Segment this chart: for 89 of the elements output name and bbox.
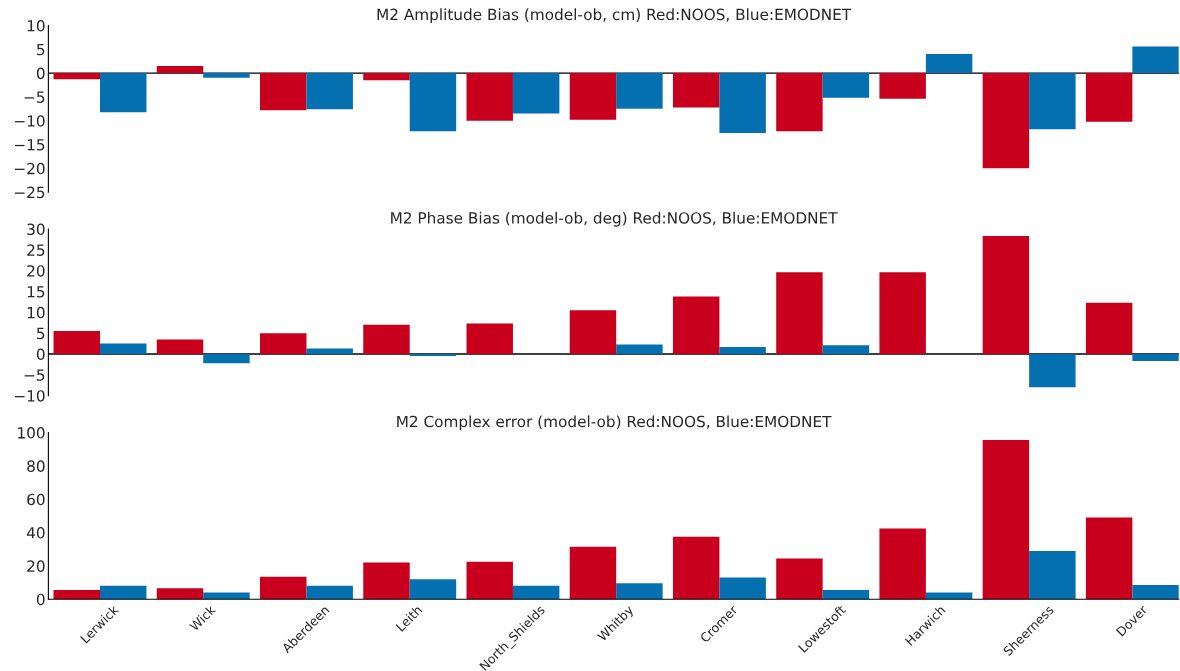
bar	[1132, 46, 1179, 74]
bar	[100, 585, 147, 600]
bar	[616, 344, 663, 355]
bar	[260, 73, 307, 111]
bar	[822, 345, 870, 355]
y-tick-label: 25	[27, 244, 45, 256]
bar	[409, 579, 457, 600]
y-tick-label: 60	[27, 493, 45, 506]
y-tick-label: −5	[24, 91, 45, 103]
y-tick-label: 10	[27, 306, 45, 319]
bar	[616, 583, 663, 600]
y-tick-label: 0	[36, 593, 45, 606]
y-tick-label: 0	[36, 348, 45, 361]
bar	[719, 577, 766, 600]
bar	[719, 73, 766, 134]
y-tick-label: 20	[27, 265, 45, 277]
bar	[776, 558, 823, 600]
bar	[822, 590, 870, 600]
y-tick-label: 10	[27, 19, 45, 32]
bar	[156, 588, 204, 600]
bar	[156, 65, 204, 74]
bar	[672, 296, 720, 355]
bar	[822, 73, 870, 98]
bar	[879, 272, 926, 355]
bar	[672, 73, 720, 108]
bar	[363, 324, 410, 355]
y-tick-label: −5	[24, 369, 45, 381]
bar	[203, 354, 250, 364]
bar	[100, 343, 147, 355]
bar	[879, 528, 926, 600]
y-tick-label: −15	[14, 139, 45, 151]
chart-title: M2 Phase Bias (model-ob, deg) Red:NOOS, Blue:EMODNET	[391, 211, 838, 227]
bar	[409, 354, 457, 357]
bar	[776, 272, 823, 355]
bar	[306, 73, 353, 110]
bar	[879, 73, 926, 99]
y-tick-label: 80	[27, 460, 45, 472]
bar	[466, 323, 513, 355]
bar	[53, 331, 100, 355]
chart-title: M2 Complex error (model-ob) Red:NOOS, Blue:EMODNET	[397, 415, 832, 431]
y-tick-label: 0	[36, 67, 45, 80]
bar	[260, 333, 307, 355]
y-tick-label: −20	[14, 162, 45, 175]
bar	[512, 73, 560, 114]
bar	[1085, 73, 1133, 122]
bar	[1132, 585, 1179, 600]
bar	[203, 592, 250, 600]
bar	[260, 576, 307, 600]
bar	[569, 310, 617, 355]
bar	[306, 348, 353, 355]
bar	[925, 54, 973, 74]
bar	[616, 73, 663, 109]
chart-title: M2 Amplitude Bias (model-ob, cm) Red:NOOS, Blue:EMODNET	[377, 8, 852, 24]
bar	[466, 73, 513, 121]
bar	[1029, 73, 1076, 130]
y-tick-label: 30	[27, 223, 45, 236]
y-tick-label: 5	[37, 43, 45, 56]
bar	[53, 590, 100, 600]
y-tick-label: 20	[27, 560, 45, 572]
bar	[1029, 550, 1076, 600]
y-tick-label: 100	[18, 427, 45, 439]
bar	[53, 73, 100, 80]
bar	[1029, 354, 1076, 388]
bar	[1085, 302, 1133, 355]
bar	[409, 73, 457, 132]
bar	[982, 236, 1030, 355]
bar	[466, 561, 513, 600]
bar	[363, 73, 410, 81]
bar	[512, 585, 560, 600]
bar	[569, 73, 617, 120]
bar	[306, 585, 353, 600]
bar	[719, 346, 766, 355]
y-tick-label: 5	[37, 327, 45, 340]
bar	[363, 562, 410, 600]
bar	[776, 73, 823, 132]
bar	[569, 546, 617, 600]
y-tick-label: −10	[14, 390, 45, 402]
bar	[1085, 517, 1133, 600]
y-tick-label: −25	[14, 186, 45, 199]
bar	[156, 339, 204, 355]
y-tick-label: −10	[14, 115, 45, 127]
bar	[100, 73, 147, 113]
bar	[203, 73, 250, 78]
bar	[982, 440, 1030, 600]
y-tick-label: 15	[27, 286, 45, 298]
bar	[982, 73, 1030, 169]
y-tick-label: 40	[26, 527, 45, 539]
bar	[672, 536, 720, 600]
bar	[1132, 354, 1179, 362]
